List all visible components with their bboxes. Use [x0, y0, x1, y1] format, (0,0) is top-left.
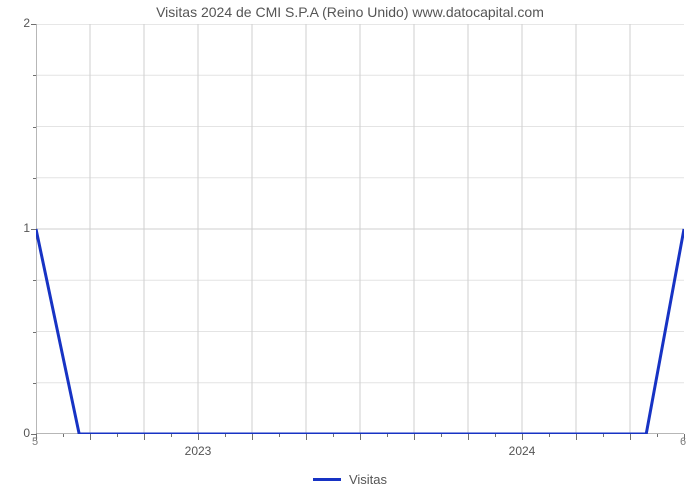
x-minor-tick — [171, 434, 172, 437]
x-tick — [252, 434, 253, 440]
axis-corner-left: 5 — [32, 436, 38, 448]
x-minor-tick — [387, 434, 388, 437]
x-minor-tick — [279, 434, 280, 437]
y-tick — [31, 24, 36, 25]
y-tick — [31, 229, 36, 230]
x-tick — [306, 434, 307, 440]
x-tick — [360, 434, 361, 440]
x-minor-tick — [657, 434, 658, 437]
y-minor-tick — [33, 280, 36, 281]
x-minor-tick — [549, 434, 550, 437]
x-tick — [414, 434, 415, 440]
x-minor-tick — [441, 434, 442, 437]
x-minor-tick — [333, 434, 334, 437]
y-minor-tick — [33, 178, 36, 179]
x-minor-tick — [495, 434, 496, 437]
chart-container: Visitas 2024 de CMI S.P.A (Reino Unido) … — [0, 0, 700, 500]
x-tick — [468, 434, 469, 440]
x-minor-tick — [63, 434, 64, 437]
x-tick — [522, 434, 523, 440]
x-minor-tick — [603, 434, 604, 437]
axis-corner-right: 6 — [680, 436, 686, 448]
x-tick — [144, 434, 145, 440]
y-minor-tick — [33, 383, 36, 384]
y-minor-tick — [33, 332, 36, 333]
x-tick — [198, 434, 199, 440]
y-minor-tick — [33, 127, 36, 128]
legend-item: Visitas — [313, 472, 387, 487]
x-axis-label: 2024 — [509, 444, 536, 458]
y-minor-tick — [33, 75, 36, 76]
y-axis-label: 0 — [10, 426, 30, 440]
x-minor-tick — [117, 434, 118, 437]
legend-label: Visitas — [349, 472, 387, 487]
y-axis-label: 1 — [10, 221, 30, 235]
x-axis-label: 2023 — [185, 444, 212, 458]
legend-swatch — [313, 478, 341, 481]
x-tick — [630, 434, 631, 440]
legend: Visitas — [0, 468, 700, 487]
x-minor-tick — [225, 434, 226, 437]
plot-area — [36, 24, 684, 434]
x-tick — [576, 434, 577, 440]
chart-title: Visitas 2024 de CMI S.P.A (Reino Unido) … — [0, 4, 700, 20]
y-axis-label: 2 — [10, 16, 30, 30]
x-tick — [90, 434, 91, 440]
